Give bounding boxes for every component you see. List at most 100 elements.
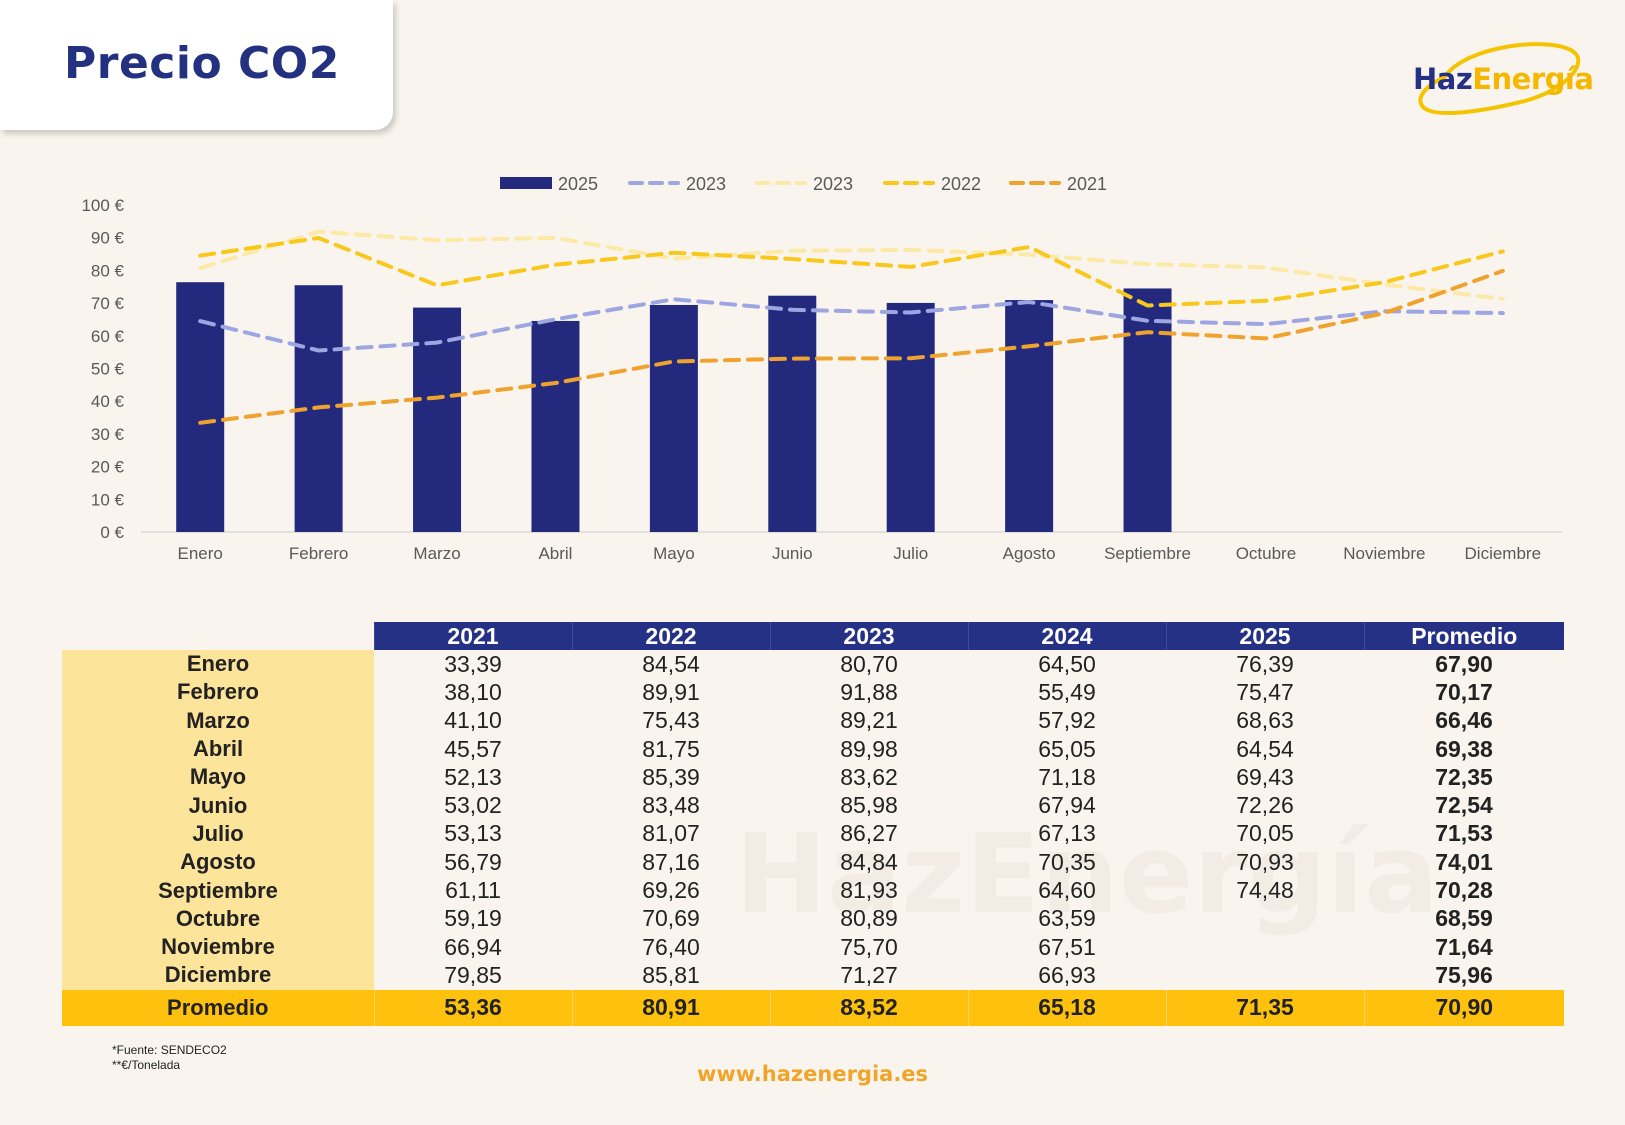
value-cell: 81,93 (840, 877, 898, 904)
value-cell: 74,48 (1236, 877, 1294, 904)
value-cell: 85,98 (840, 792, 898, 819)
value-cell: 57,92 (1038, 707, 1096, 734)
x-tick-label: Julio (893, 544, 928, 563)
value-cell: 84,54 (642, 650, 700, 677)
x-tick-label: Septiembre (1104, 544, 1191, 563)
website-link[interactable]: www.hazenergia.es (696, 1062, 929, 1086)
avg-cell: 67,90 (1435, 650, 1493, 677)
value-cell: 69,26 (642, 877, 700, 904)
month-label: Agosto (62, 848, 374, 877)
price-table-wrapper: 2021 2022 2023 2024 2025 Promedio Enero 3… (62, 622, 1564, 1026)
bar-2025 (531, 320, 580, 532)
month-label: Junio (62, 791, 374, 820)
value-cell: 63,59 (1038, 905, 1096, 932)
value-cell: 80,70 (840, 650, 898, 677)
value-cell: 91,88 (840, 678, 898, 705)
table-header-corner (62, 622, 374, 650)
value-cell: 89,98 (840, 735, 898, 762)
value-cell: 81,75 (642, 735, 700, 762)
price-table: 2021 2022 2023 2024 2025 Promedio Enero 3… (62, 622, 1564, 1026)
bar-2025 (1005, 300, 1054, 532)
legend-label: 2022 (941, 174, 981, 194)
avg-cell: 66,46 (1435, 707, 1493, 734)
value-cell: 83,62 (840, 763, 898, 790)
title-card: Precio CO2 (0, 0, 393, 130)
legend-label: 2023 (813, 174, 853, 194)
avg-cell: 71,64 (1435, 933, 1493, 960)
value-cell (1166, 905, 1364, 933)
table-header-promedio: Promedio (1363, 622, 1564, 650)
bar-2025 (413, 307, 462, 532)
y-tick-label: 50 € (91, 360, 125, 379)
value-cell: 89,91 (642, 678, 700, 705)
value-cell: 71,18 (1038, 763, 1096, 790)
value-cell: 55,49 (1038, 678, 1096, 705)
y-tick-label: 90 € (91, 229, 125, 248)
y-tick-label: 80 € (91, 261, 125, 280)
value-cell: 86,27 (840, 820, 898, 847)
y-tick-label: 40 € (91, 392, 125, 411)
value-cell: 67,94 (1038, 792, 1096, 819)
x-tick-label: Diciembre (1465, 544, 1542, 563)
footnote-source: *Fuente: SENDECO2 (112, 1043, 227, 1057)
value-cell: 69,43 (1236, 763, 1294, 790)
bar-2025 (649, 304, 698, 532)
table-row: Junio 53,02 83,48 85,98 67,94 72,26 72,54 (62, 791, 1564, 820)
avg-cell: 70,28 (1435, 877, 1493, 904)
logo-text-energia: Energía (1472, 62, 1594, 96)
value-cell: 75,47 (1236, 678, 1294, 705)
value-cell: 66,93 (1038, 961, 1096, 988)
x-tick-label: Octubre (1236, 544, 1296, 563)
month-label: Marzo (62, 706, 374, 735)
value-cell: 85,39 (642, 763, 700, 790)
y-tick-label: 60 € (91, 327, 125, 346)
value-cell: 75,43 (642, 707, 700, 734)
x-tick-label: Agosto (1003, 544, 1056, 563)
month-label: Mayo (62, 763, 374, 792)
value-cell: 52,13 (444, 763, 502, 790)
value-cell: 68,63 (1236, 707, 1294, 734)
total-cell: 80,91 (571, 989, 770, 1026)
value-cell: 70,05 (1236, 820, 1294, 847)
value-cell: 66,94 (444, 933, 502, 960)
value-cell: 53,02 (444, 792, 502, 819)
total-cell: 83,52 (769, 989, 968, 1026)
table-total-row: Promedio 53,36 80,91 83,52 65,18 71,35 7… (62, 989, 1564, 1026)
value-cell: 38,10 (444, 678, 502, 705)
table-header-2025: 2025 (1165, 622, 1364, 650)
avg-cell: 68,59 (1435, 905, 1493, 932)
y-tick-label: 10 € (91, 490, 125, 509)
bar-2025 (886, 302, 935, 532)
avg-cell: 72,54 (1435, 792, 1493, 819)
page-title: Precio CO2 (64, 38, 340, 89)
value-cell: 70,69 (642, 905, 700, 932)
table-body: Enero 33,39 84,54 80,70 64,50 76,39 67,90 Febre… (62, 650, 1564, 990)
total-cell: 65,18 (967, 989, 1166, 1026)
line-series-2023 (198, 297, 1505, 353)
value-cell: 33,39 (444, 650, 502, 677)
legend-label: 2025 (558, 174, 598, 194)
table-header-2024: 2024 (967, 622, 1166, 650)
table-row: Enero 33,39 84,54 80,70 64,50 76,39 67,90 (62, 650, 1564, 679)
line-series-2021 (198, 268, 1505, 425)
footnote-unit: **€/Tonelada (112, 1058, 181, 1072)
value-cell: 56,79 (444, 848, 502, 875)
x-tick-label: Febrero (289, 544, 349, 563)
value-cell: 81,07 (642, 820, 700, 847)
legend-swatch-bar (500, 177, 552, 189)
avg-cell: 70,17 (1435, 678, 1493, 705)
table-header-2021: 2021 (373, 622, 572, 650)
line-series-2023 (198, 229, 1505, 301)
logo-swoosh-icon (1418, 42, 1581, 116)
value-cell: 75,70 (840, 933, 898, 960)
table-header-row: 2021 2022 2023 2024 2025 Promedio (62, 622, 1564, 650)
legend-label: 2021 (1067, 174, 1107, 194)
co2-price-chart: 0 € 10 € 20 € 30 € 40 € 50 € 60 € 70 € 80 € 90 € 1… (81, 174, 1562, 563)
y-tick-label: 70 € (91, 294, 125, 313)
value-cell: 72,26 (1236, 792, 1294, 819)
table-header-2023: 2023 (769, 622, 968, 650)
value-cell: 45,57 (444, 735, 502, 762)
footnotes: *Fuente: SENDECO2 **€/Tonelada (112, 1043, 227, 1073)
value-cell: 84,84 (840, 848, 898, 875)
total-cell: 53,36 (373, 989, 572, 1026)
